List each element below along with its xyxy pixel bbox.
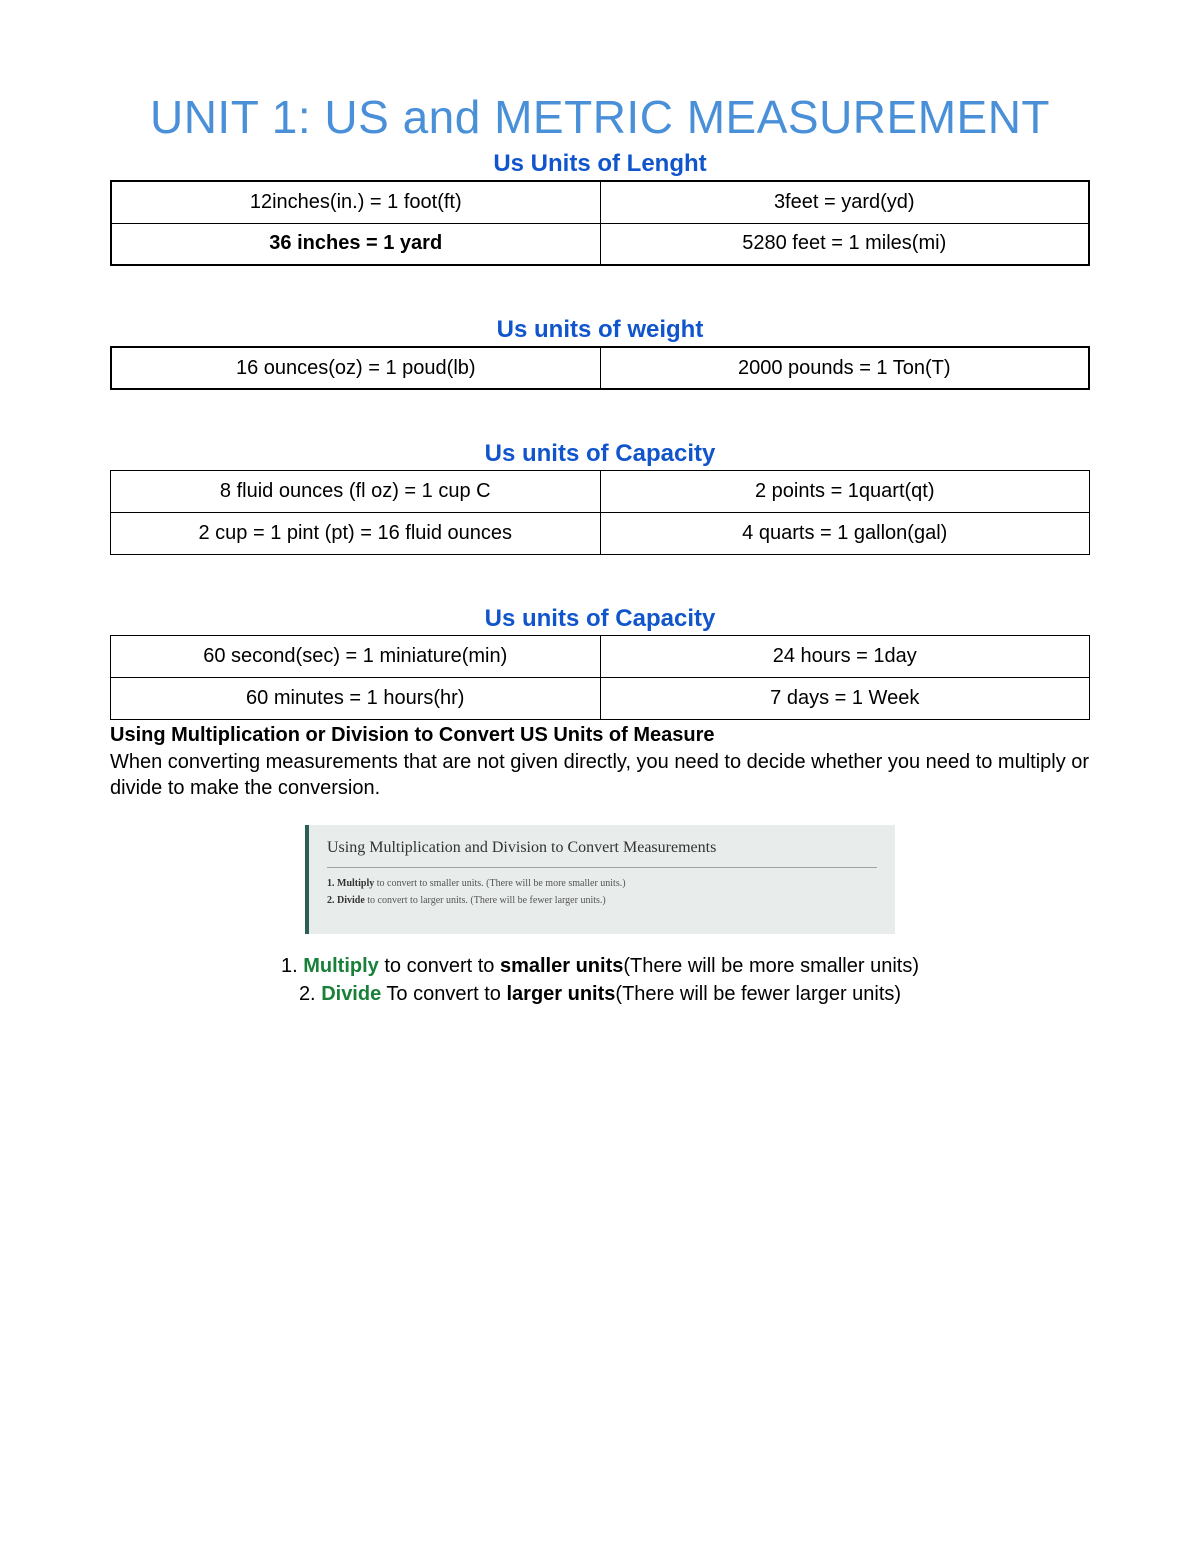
- greybox-line-2: 2. Divide to convert to larger units. (T…: [327, 895, 877, 906]
- capacity-table: 8 fluid ounces (fl oz) = 1 cup C 2 point…: [110, 470, 1090, 555]
- table-row: 16 ounces(oz) = 1 poud(lb) 2000 pounds =…: [111, 347, 1089, 389]
- greybox: Using Multiplication and Division to Con…: [305, 825, 895, 934]
- time-table: 60 second(sec) = 1 miniature(min) 24 hou…: [110, 635, 1090, 720]
- main-title: UNIT 1: US and METRIC MEASUREMENT: [110, 90, 1090, 144]
- convert-subtitle: Using Multiplication or Division to Conv…: [110, 724, 1090, 747]
- rule2-tail: (There will be fewer larger units): [615, 983, 901, 1005]
- weight-cell: 2000 pounds = 1 Ton(T): [600, 347, 1089, 389]
- greybox-title: Using Multiplication and Division to Con…: [327, 839, 877, 857]
- weight-cell: 16 ounces(oz) = 1 poud(lb): [111, 347, 600, 389]
- rule1-bold: smaller units: [500, 955, 623, 977]
- rule2-num: 2.: [299, 983, 321, 1005]
- table-row: 8 fluid ounces (fl oz) = 1 cup C 2 point…: [111, 471, 1090, 513]
- greybox-line-1: 1. Multiply to convert to smaller units.…: [327, 878, 877, 889]
- convert-body: When converting measurements that are no…: [110, 749, 1090, 801]
- weight-table: 16 ounces(oz) = 1 poud(lb) 2000 pounds =…: [110, 346, 1090, 390]
- length-cell: 36 inches = 1 yard: [111, 223, 600, 265]
- length-heading: Us Units of Lenght: [110, 150, 1090, 178]
- table-row: 60 second(sec) = 1 miniature(min) 24 hou…: [111, 636, 1090, 678]
- capacity-cell: 4 quarts = 1 gallon(gal): [600, 513, 1090, 555]
- rule1-keyword: Multiply: [303, 955, 379, 977]
- greybox-line1-rest: to convert to smaller units. (There will…: [374, 878, 625, 889]
- time-cell: 60 second(sec) = 1 miniature(min): [111, 636, 601, 678]
- time-cell: 24 hours = 1day: [600, 636, 1090, 678]
- capacity-cell: 2 points = 1quart(qt): [600, 471, 1090, 513]
- greybox-line1-bold: 1. Multiply: [327, 878, 374, 889]
- length-cell: 3feet = yard(yd): [600, 181, 1089, 223]
- greybox-divider: [327, 867, 877, 868]
- rule-2: 2. Divide To convert to larger units(The…: [110, 980, 1090, 1008]
- rule2-keyword: Divide: [321, 983, 381, 1005]
- rule1-tail: (There will be more smaller units): [623, 955, 919, 977]
- greybox-line2-bold: 2. Divide: [327, 895, 365, 906]
- rule-1: 1. Multiply to convert to smaller units(…: [110, 952, 1090, 980]
- table-row: 60 minutes = 1 hours(hr) 7 days = 1 Week: [111, 678, 1090, 720]
- capacity-cell: 8 fluid ounces (fl oz) = 1 cup C: [111, 471, 601, 513]
- rule1-num: 1.: [281, 955, 303, 977]
- greybox-line2-rest: to convert to larger units. (There will …: [365, 895, 606, 906]
- rule2-bold: larger units: [506, 983, 615, 1005]
- table-row: 2 cup = 1 pint (pt) = 16 fluid ounces 4 …: [111, 513, 1090, 555]
- capacity-heading: Us units of Capacity: [110, 440, 1090, 468]
- time-cell: 7 days = 1 Week: [600, 678, 1090, 720]
- capacity-cell: 2 cup = 1 pint (pt) = 16 fluid ounces: [111, 513, 601, 555]
- length-cell: 5280 feet = 1 miles(mi): [600, 223, 1089, 265]
- rule1-mid: to convert to: [379, 955, 500, 977]
- length-cell: 12inches(in.) = 1 foot(ft): [111, 181, 600, 223]
- weight-heading: Us units of weight: [110, 316, 1090, 344]
- time-heading: Us units of Capacity: [110, 605, 1090, 633]
- table-row: 36 inches = 1 yard 5280 feet = 1 miles(m…: [111, 223, 1089, 265]
- conversion-rules: 1. Multiply to convert to smaller units(…: [110, 952, 1090, 1008]
- table-row: 12inches(in.) = 1 foot(ft) 3feet = yard(…: [111, 181, 1089, 223]
- rule2-mid: To convert to: [381, 983, 506, 1005]
- document-page: UNIT 1: US and METRIC MEASUREMENT Us Uni…: [0, 0, 1200, 1553]
- time-cell: 60 minutes = 1 hours(hr): [111, 678, 601, 720]
- length-table: 12inches(in.) = 1 foot(ft) 3feet = yard(…: [110, 180, 1090, 266]
